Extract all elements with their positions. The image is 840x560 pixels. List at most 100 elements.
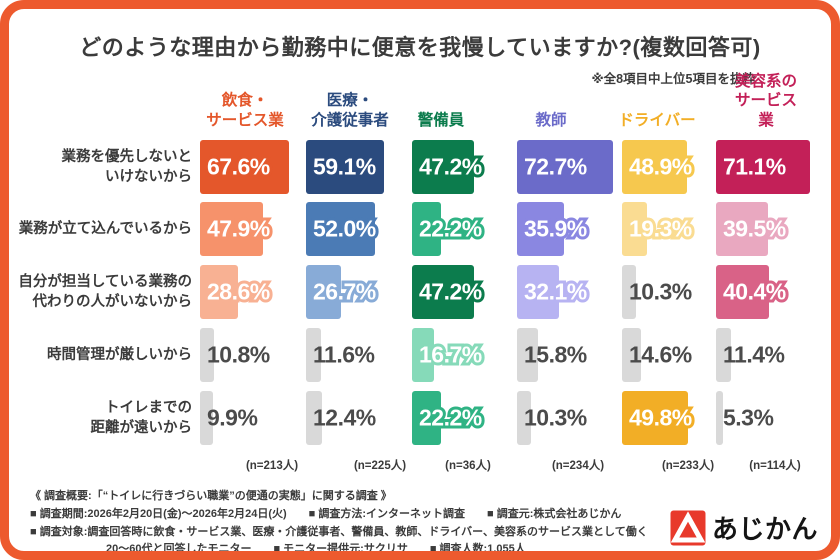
bar-value-label: 15.8% (524, 341, 587, 368)
bar-cell: 10.3% (517, 391, 617, 445)
bar-value-label: 26.7% 26.7% (310, 277, 379, 306)
bar (517, 202, 564, 256)
bar-value-outline: 48.9% (626, 152, 695, 181)
bar (200, 328, 214, 382)
column-header: 教師 (535, 111, 567, 129)
bar-cell: 47.9% 47.9% (200, 202, 300, 256)
bar-value-text: 40.4% (723, 278, 786, 305)
bar-value-label: 22.2% 22.2% (416, 214, 485, 243)
column-header: 警備員 (417, 111, 465, 129)
bar-cell: 10.8% (200, 328, 300, 382)
bar-value-text: 67.6% (207, 153, 270, 180)
bar (622, 391, 688, 445)
bar-value-text: 72.7% (524, 153, 587, 180)
bar (517, 265, 559, 319)
bar (622, 202, 647, 256)
bar-cell: 10.3% (622, 265, 722, 319)
bar-value-label: 32.1% 32.1% (521, 277, 590, 306)
bar-value-text: 19.3% (629, 215, 692, 242)
bar-value-outline: 22.2% (416, 403, 485, 432)
bar-cell: 49.8% 49.8% (622, 391, 722, 445)
bar-value-outline: 28.6% (204, 277, 273, 306)
bar-value-label: 19.3% 19.3% (626, 214, 695, 243)
bar-value-outline: 19.3% (626, 214, 695, 243)
bar-value-text: 28.6% (207, 278, 270, 305)
bar (716, 391, 723, 445)
bar (306, 202, 375, 256)
bar (517, 140, 613, 194)
bar-cell: 16.7% 16.7% (412, 328, 512, 382)
bar-value-outline: 35.9% (521, 214, 590, 243)
column-header: 医療・ 介護従事者 (311, 92, 389, 129)
bar-value-label: 67.6% 67.6% (204, 152, 273, 181)
bar-value-text: 35.9% (524, 215, 587, 242)
bar (412, 140, 474, 194)
bar-cell: 19.3% 19.3% (622, 202, 722, 256)
bar (306, 391, 322, 445)
bar-cell: 52.0% 52.0% (306, 202, 406, 256)
bar-value-outline: 67.6% (204, 152, 273, 181)
bar-cell: 32.1% 32.1% (517, 265, 617, 319)
bar-value-text: 22.2% (419, 215, 482, 242)
bar-cell: 26.7% 26.7% (306, 265, 406, 319)
bar-value-outline: 72.7% (521, 152, 590, 181)
bar-cell: 22.2% 22.2% (412, 391, 512, 445)
bar-value-label: 5.3% (723, 404, 774, 431)
bar-value-text: 47.2% (419, 153, 482, 180)
bar (517, 328, 538, 382)
row-label: トイレまでの 距離が遠いから (90, 399, 193, 436)
bar-value-text: 32.1% (524, 278, 587, 305)
bar-cell: 47.2% 47.2% (412, 265, 512, 319)
bar-value-label: 59.1% 59.1% (310, 152, 379, 181)
bar (716, 140, 810, 194)
sample-size-label: (n=233人) (661, 460, 715, 472)
bar-value-label: 47.2% 47.2% (416, 152, 485, 181)
bar-value-text: 52.0% (313, 215, 376, 242)
bar-cell: 40.4% 40.4% (716, 265, 816, 319)
bar (622, 140, 687, 194)
bar (622, 328, 641, 382)
bar (412, 202, 441, 256)
bar-value-label: 49.8% 49.8% (626, 403, 695, 432)
bar-value-label: 11.6% (313, 341, 375, 368)
bar-cell: 35.9% 35.9% (517, 202, 617, 256)
bar-value-label: 47.2% 47.2% (416, 277, 485, 306)
bar-value-label: 16.7% 16.7% (416, 340, 485, 369)
bar-value-text: 48.9% (629, 153, 692, 180)
bar-value-label: 72.7% 72.7% (521, 152, 590, 181)
bar (306, 328, 321, 382)
bar (200, 265, 238, 319)
bar-cell: 22.2% 22.2% (412, 202, 512, 256)
bar-cell: 9.9% (200, 391, 300, 445)
ajikan-logo-mark-icon (670, 510, 706, 545)
bar (412, 265, 474, 319)
bar-value-text: 59.1% (313, 153, 376, 180)
bar-value-outline: 59.1% (310, 152, 379, 181)
bar-value-label: 28.6% 28.6% (204, 277, 273, 306)
bar (622, 265, 636, 319)
row-label: 業務を優先しないと いけないから (61, 148, 193, 185)
bar (200, 391, 213, 445)
bar-value-outline: 16.7% (416, 340, 485, 369)
bar-value-outline: 49.8% (626, 403, 695, 432)
page-title: どのような理由から勤務中に便意を我慢していますか?(複数回答可) (79, 35, 761, 60)
bar-value-text: 47.2% (419, 278, 482, 305)
row-label: 業務が立て込んでいるから (18, 220, 192, 237)
bar-value-outline: 71.1% (720, 152, 789, 181)
bar-cell: 5.3% (716, 391, 816, 445)
bar-cell: 39.5% 39.5% (716, 202, 816, 256)
bar (517, 391, 531, 445)
sample-size-label: (n=114人) (749, 460, 801, 472)
bar-value-text: 71.1% (723, 153, 786, 180)
bar (412, 328, 434, 382)
bar-value-outline: 47.9% (204, 214, 273, 243)
row-label: 時間管理が厳しいから (47, 346, 192, 363)
sample-size-label: (n=234人) (551, 460, 605, 472)
bar (306, 140, 384, 194)
bar-value-text: 39.5% (723, 215, 786, 242)
sample-size-label: (n=225人) (353, 460, 407, 472)
column-header: 美容系の サービス業 (734, 72, 797, 129)
bar-value-label: 52.0% 52.0% (310, 214, 379, 243)
bar-value-outline: 47.2% (416, 277, 485, 306)
bar-value-outline: 32.1% (521, 277, 590, 306)
